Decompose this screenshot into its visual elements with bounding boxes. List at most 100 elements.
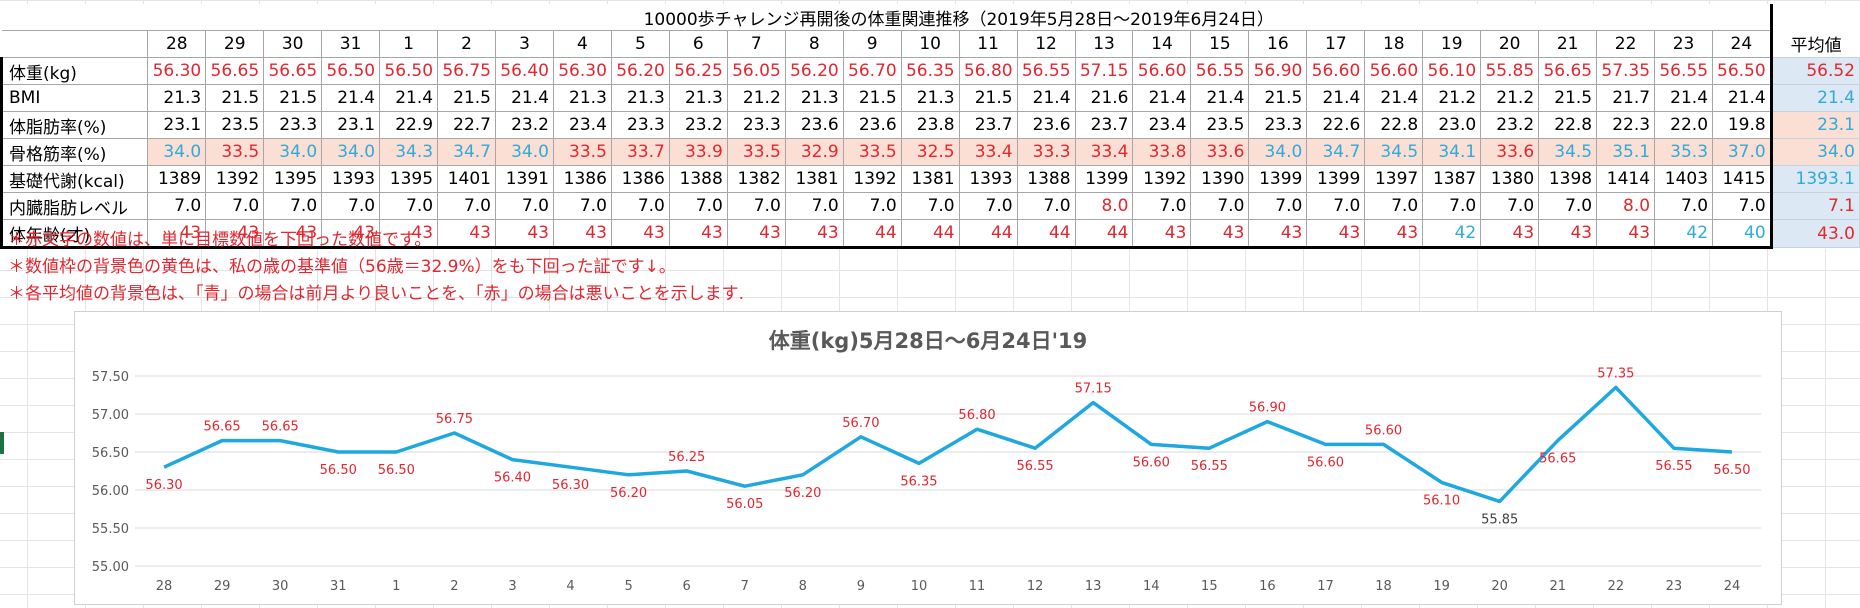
day-header-cell[interactable]: 20 (1480, 30, 1540, 58)
data-cell[interactable]: 22.7 (437, 111, 496, 139)
data-cell[interactable]: 33.9 (668, 138, 728, 166)
data-cell[interactable]: 1388 (668, 165, 728, 193)
data-cell[interactable]: 7.0 (1364, 192, 1424, 220)
average-cell[interactable]: 56.52 (1769, 57, 1860, 85)
data-cell[interactable]: 21.5 (1248, 84, 1308, 112)
day-header-cell[interactable]: 2 (437, 30, 496, 58)
data-cell[interactable]: 1381 (900, 165, 960, 193)
data-cell[interactable]: 7.0 (1538, 192, 1598, 220)
data-cell[interactable]: 57.15 (1074, 57, 1134, 85)
data-cell[interactable]: 43 (784, 219, 844, 249)
data-cell[interactable]: 55.85 (1480, 57, 1540, 85)
day-header-cell[interactable]: 21 (1538, 30, 1598, 58)
data-cell[interactable]: 22.9 (379, 111, 439, 139)
data-cell[interactable]: 32.9 (784, 138, 844, 166)
data-cell[interactable]: 1397 (1364, 165, 1424, 193)
data-cell[interactable]: 7.0 (842, 192, 902, 220)
data-cell[interactable]: 33.5 (842, 138, 902, 166)
row-label[interactable]: 基礎代謝(kcal) (0, 165, 149, 193)
data-cell[interactable]: 1389 (147, 165, 207, 193)
data-cell[interactable]: 43 (726, 219, 786, 249)
data-cell[interactable]: 44 (958, 219, 1018, 249)
row-label[interactable]: 内臓脂肪レベル (0, 192, 149, 220)
data-cell[interactable]: 7.0 (321, 192, 381, 220)
data-cell[interactable]: 56.30 (147, 57, 207, 85)
day-header-cell[interactable]: 23 (1654, 30, 1714, 58)
data-cell[interactable]: 7.0 (1190, 192, 1250, 220)
data-cell[interactable]: 1381 (784, 165, 844, 193)
data-cell[interactable]: 33.6 (1480, 138, 1540, 166)
data-cell[interactable]: 22.3 (1596, 111, 1656, 139)
day-header-cell[interactable]: 14 (1132, 30, 1192, 58)
data-cell[interactable]: 23.1 (147, 111, 207, 139)
data-cell[interactable]: 56.80 (958, 57, 1018, 85)
data-cell[interactable]: 1392 (1132, 165, 1192, 193)
data-cell[interactable]: 7.0 (900, 192, 960, 220)
data-cell[interactable]: 7.0 (1248, 192, 1308, 220)
average-cell[interactable]: 43.0 (1769, 219, 1860, 248)
weight-line-chart[interactable]: 体重(kg)5月28日～6月24日'19 57.50 57.00 56.50 56.00… (74, 311, 1782, 605)
row-label[interactable]: 体年齢(才) (0, 219, 149, 249)
day-header-cell[interactable]: 22 (1596, 30, 1656, 58)
data-cell[interactable]: 33.5 (552, 138, 612, 166)
data-cell[interactable]: 22.8 (1538, 111, 1598, 139)
data-cell[interactable]: 23.7 (1074, 111, 1134, 139)
data-cell[interactable]: 21.4 (1712, 84, 1772, 112)
data-cell[interactable]: 56.35 (900, 57, 960, 85)
data-cell[interactable]: 23.3 (1248, 111, 1308, 139)
day-header-cell[interactable]: 29 (205, 30, 265, 58)
data-cell[interactable]: 34.3 (379, 138, 439, 166)
data-cell[interactable]: 23.7 (958, 111, 1018, 139)
day-header-cell[interactable]: 19 (1422, 30, 1482, 58)
data-cell[interactable]: 21.3 (900, 84, 960, 112)
data-cell[interactable]: 21.3 (784, 84, 844, 112)
average-cell[interactable]: 1393.1 (1769, 165, 1860, 193)
average-cell[interactable]: 34.0 (1769, 138, 1860, 166)
data-cell[interactable]: 21.3 (552, 84, 612, 112)
data-cell[interactable]: 21.5 (842, 84, 902, 112)
data-cell[interactable]: 34.7 (1306, 138, 1366, 166)
data-cell[interactable]: 56.60 (1132, 57, 1192, 85)
data-cell[interactable]: 1399 (1248, 165, 1308, 193)
day-header-cell[interactable]: 24 (1712, 30, 1772, 58)
data-cell[interactable]: 43 (1306, 219, 1366, 249)
data-cell[interactable]: 56.65 (1538, 57, 1598, 85)
day-header-cell[interactable]: 5 (610, 30, 670, 58)
data-cell[interactable]: 7.0 (958, 192, 1018, 220)
data-cell[interactable]: 57.35 (1596, 57, 1656, 85)
data-cell[interactable]: 1390 (1190, 165, 1250, 193)
data-cell[interactable]: 7.0 (263, 192, 323, 220)
data-cell[interactable]: 7.0 (1654, 192, 1714, 220)
data-cell[interactable]: 23.4 (552, 111, 612, 139)
data-cell[interactable]: 7.0 (1712, 192, 1772, 220)
data-cell[interactable]: 8.0 (1074, 192, 1134, 220)
note-line[interactable]: ＊赤文字の数値は、単に目標数値を下回った数値です。 (8, 230, 432, 250)
data-cell[interactable]: 34.0 (147, 138, 207, 166)
data-cell[interactable]: 7.0 (495, 192, 554, 220)
data-cell[interactable]: 44 (842, 219, 902, 249)
data-cell[interactable]: 21.2 (1422, 84, 1482, 112)
data-cell[interactable]: 56.90 (1248, 57, 1308, 85)
data-cell[interactable]: 33.6 (1190, 138, 1250, 166)
data-cell[interactable]: 35.3 (1654, 138, 1714, 166)
day-header-cell[interactable]: 10 (900, 30, 960, 58)
day-header-cell[interactable]: 12 (1016, 30, 1076, 58)
data-cell[interactable]: 21.3 (668, 84, 728, 112)
data-cell[interactable]: 23.2 (668, 111, 728, 139)
data-cell[interactable]: 32.5 (900, 138, 960, 166)
data-cell[interactable]: 43 (610, 219, 670, 249)
data-cell[interactable]: 34.0 (321, 138, 381, 166)
data-cell[interactable]: 56.60 (1306, 57, 1366, 85)
data-cell[interactable]: 1414 (1596, 165, 1656, 193)
average-cell[interactable]: 7.1 (1769, 192, 1860, 220)
data-cell[interactable]: 56.65 (263, 57, 323, 85)
data-cell[interactable]: 22.0 (1654, 111, 1714, 139)
row-label[interactable]: 体脂肪率(%) (0, 111, 149, 139)
day-header-cell[interactable]: 11 (958, 30, 1018, 58)
data-cell[interactable]: 34.1 (1422, 138, 1482, 166)
data-cell[interactable]: 56.40 (495, 57, 554, 85)
day-header-cell[interactable]: 31 (321, 30, 381, 58)
data-cell[interactable]: 21.2 (1480, 84, 1540, 112)
data-cell[interactable]: 56.25 (668, 57, 728, 85)
